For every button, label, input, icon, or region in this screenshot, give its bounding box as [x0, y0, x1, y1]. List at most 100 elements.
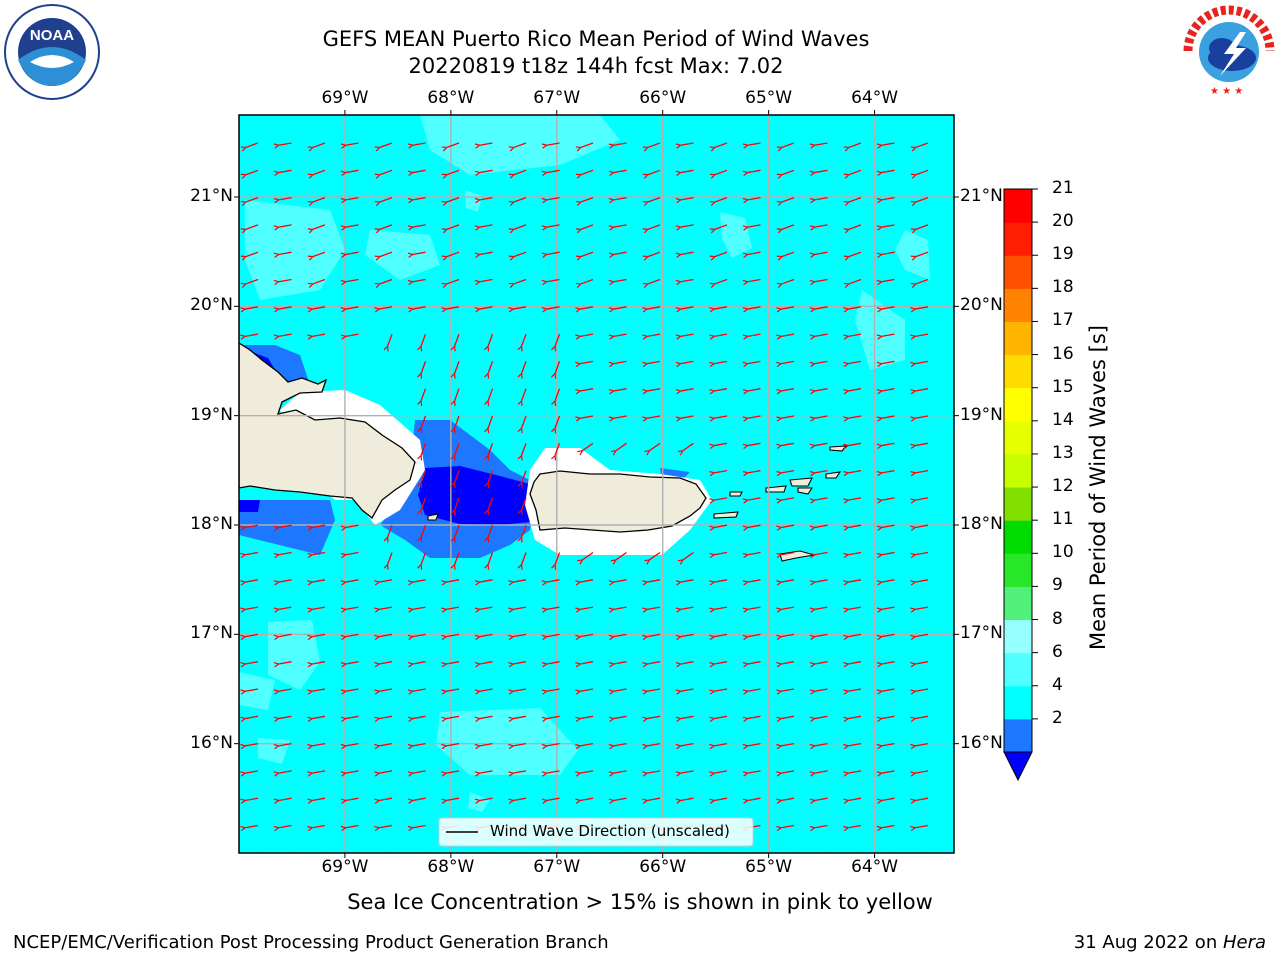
wind-wave-arrow: [374, 770, 393, 777]
wind-wave-arrow: [876, 251, 895, 258]
wind-wave-arrow: [876, 633, 895, 641]
wind-wave-arrow: [642, 606, 661, 613]
wind-wave-arrow: [407, 142, 426, 149]
wind-wave-arrow: [709, 388, 728, 395]
wind-wave-arrow: [374, 251, 393, 261]
wind-wave-arrow: [709, 333, 728, 340]
wind-wave-arrow: [776, 469, 795, 477]
wind-wave-arrow: [843, 742, 862, 750]
wind-wave-arrow: [776, 333, 795, 340]
wind-wave-arrow: [742, 388, 761, 395]
wind-wave-arrow: [407, 770, 426, 777]
wind-wave-arrow: [742, 278, 761, 286]
wind-wave-arrow: [307, 661, 326, 668]
wind-wave-arrow: [776, 306, 795, 313]
wind-wave-arrow: [307, 715, 326, 722]
wind-wave-arrow: [742, 169, 761, 176]
wind-wave-arrow: [608, 797, 627, 804]
wind-wave-arrow: [383, 333, 393, 352]
wind-wave-arrow: [575, 715, 594, 722]
wind-wave-arrow: [484, 361, 494, 379]
wind-wave-arrow: [374, 278, 393, 288]
wind-wave-arrow: [843, 388, 862, 395]
wind-wave-arrow: [484, 388, 494, 406]
wind-wave-arrow: [273, 770, 292, 777]
wind-wave-arrow: [474, 715, 493, 722]
wind-wave-arrow: [642, 633, 661, 641]
wind-wave-arrow: [809, 169, 828, 176]
wind-wave-arrow: [340, 196, 359, 204]
wind-wave-arrow: [843, 688, 862, 695]
map-frame: [238, 114, 955, 854]
lat-label-left: 16°N: [190, 732, 233, 753]
wind-wave-arrow: [910, 661, 929, 668]
wind-wave-arrow: [910, 688, 929, 695]
wind-wave-arrow: [776, 715, 795, 722]
wind-wave-arrow: [809, 251, 828, 258]
wind-wave-arrow: [642, 742, 661, 750]
lon-label-top: 67°W: [533, 88, 581, 108]
wind-wave-arrow: [809, 360, 828, 368]
wind-wave-arrow: [876, 360, 895, 368]
wind-wave-arrow: [742, 551, 761, 559]
wind-wave-arrow: [374, 715, 393, 722]
wind-wave-arrow: [541, 633, 560, 641]
wind-wave-arrow: [608, 661, 627, 668]
wind-wave-arrow: [876, 224, 895, 231]
wind-wave-arrow: [474, 169, 493, 176]
wind-wave-arrow: [776, 224, 795, 234]
wind-wave-arrow: [340, 333, 359, 340]
chart-title: GEFS MEAN Puerto Rico Mean Period of Win…: [322, 27, 870, 51]
wind-wave-arrow: [517, 388, 527, 406]
wind-wave-arrow: [575, 770, 594, 777]
wind-wave-arrow: [876, 715, 895, 722]
lon-label-bottom: 66°W: [639, 857, 687, 877]
wind-wave-arrow: [474, 196, 493, 204]
wind-wave-arrow: [742, 251, 761, 258]
wind-wave-arrow: [742, 196, 761, 204]
colorbar-segment: [1004, 553, 1032, 587]
wind-wave-arrow: [551, 388, 561, 406]
wind-wave-arrow: [273, 169, 292, 176]
wind-wave-arrow: [642, 196, 661, 207]
colorbar-segment: [1004, 354, 1032, 389]
wind-wave-arrow: [407, 306, 426, 313]
wind-wave-arrow: [608, 633, 627, 641]
wind-wave-arrow: [843, 606, 862, 613]
wind-wave-arrow: [709, 797, 728, 804]
map-tick-marks: [234, 110, 959, 858]
wind-wave-arrow: [340, 824, 359, 832]
wind-wave-arrow: [776, 633, 795, 641]
wind-wave-arrow: [608, 196, 627, 204]
wind-wave-arrow: [441, 715, 460, 722]
lon-label-bottom: 65°W: [745, 857, 793, 877]
wind-wave-arrow: [273, 196, 292, 204]
wind-wave-arrow: [776, 606, 795, 613]
wind-wave-arrow: [340, 278, 359, 286]
wind-wave-arrow: [742, 524, 761, 531]
wind-wave-arrow: [910, 442, 929, 449]
wind-wave-arrow: [340, 688, 359, 695]
wind-wave-arrow: [776, 442, 795, 449]
wind-wave-arrow: [374, 824, 393, 832]
wind-wave-arrow: [809, 633, 828, 641]
colorbar-segment: [1004, 222, 1032, 256]
colorbar-segment: [1004, 619, 1032, 654]
wind-wave-arrow: [273, 278, 292, 286]
wind-wave-arrow: [508, 770, 527, 777]
wind-wave-arrow: [608, 388, 627, 395]
wind-wave-arrow: [407, 224, 426, 231]
lat-label-left: 20°N: [190, 295, 233, 316]
wind-wave-arrow: [809, 306, 828, 313]
wind-wave-arrow: [809, 742, 828, 750]
wind-wave-arrow: [608, 770, 627, 777]
wind-wave-arrow: [644, 442, 661, 456]
wind-wave-arrow: [575, 142, 594, 152]
lon-label-top: 68°W: [427, 88, 475, 108]
wind-wave-arrow: [776, 742, 795, 750]
wind-wave-arrow: [675, 278, 694, 286]
wind-wave-arrow: [644, 551, 661, 565]
wind-wave-arrow: [809, 196, 828, 204]
wind-wave-arrow: [307, 251, 326, 261]
wind-wave-arrow: [575, 224, 594, 234]
